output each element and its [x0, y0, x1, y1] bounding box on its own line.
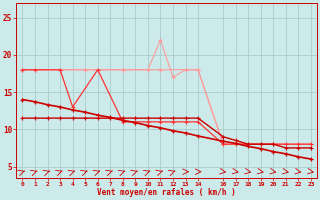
X-axis label: Vent moyen/en rafales ( km/h ): Vent moyen/en rafales ( km/h ) [97, 188, 236, 197]
